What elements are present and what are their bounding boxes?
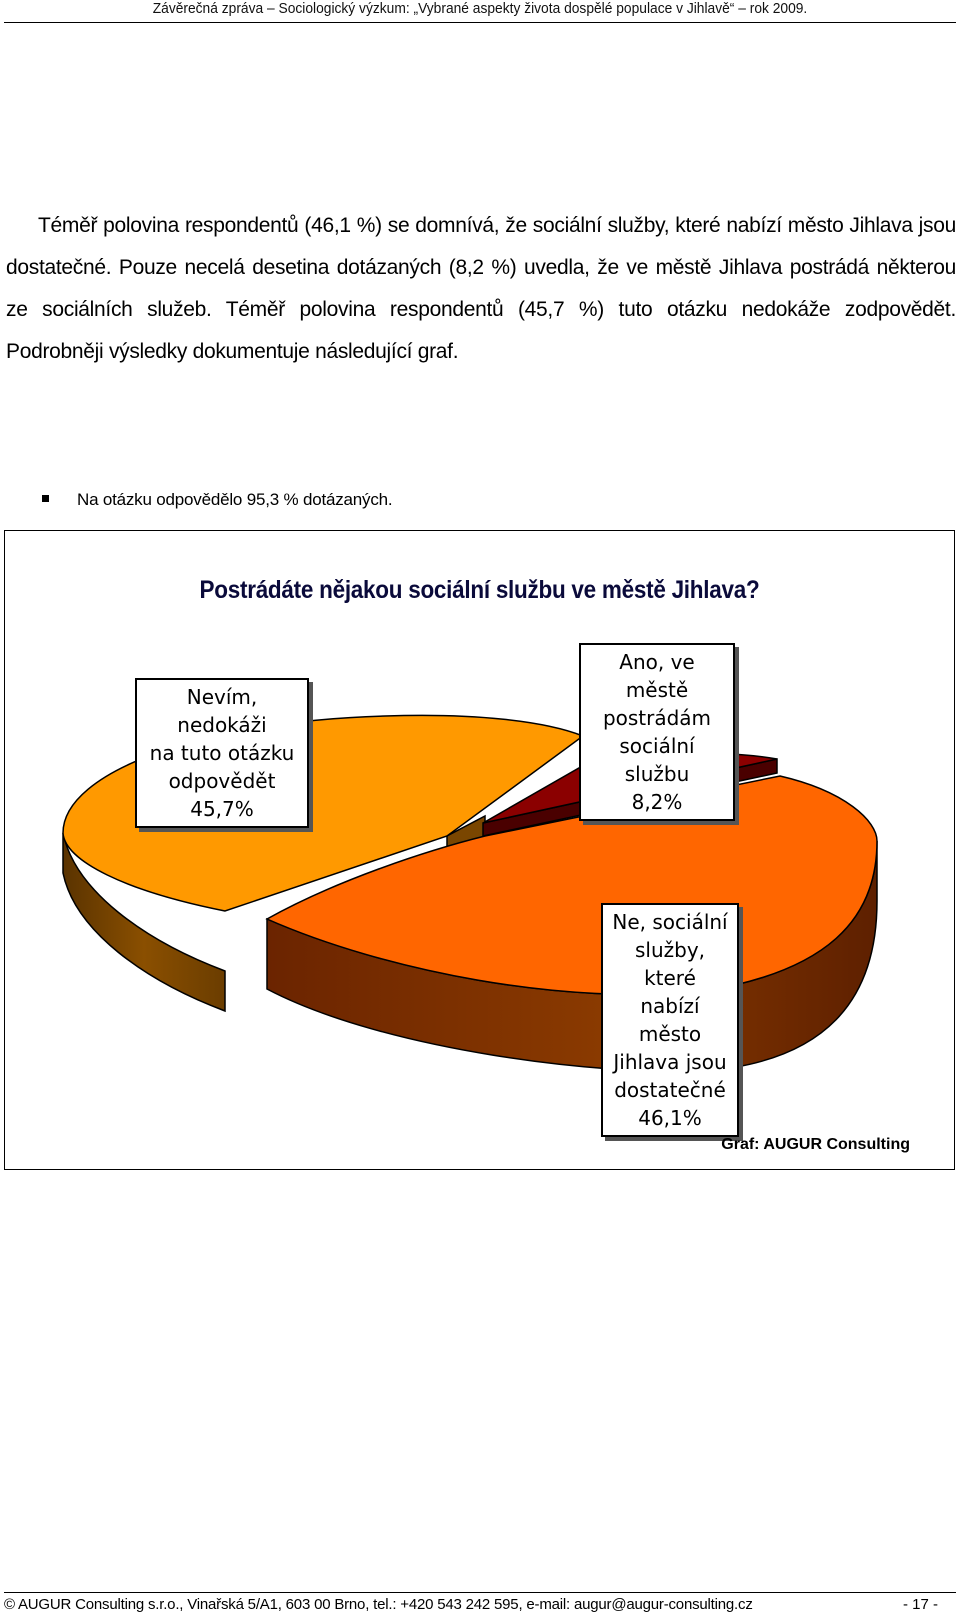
page-number: - 17 - <box>902 1596 938 1613</box>
bullet-text: Na otázku odpovědělo 95,3 % dotázaných. <box>77 490 393 509</box>
chart-frame: Postrádáte nějakou sociální službu ve mě… <box>4 530 955 1170</box>
bullet-item: Na otázku odpovědělo 95,3 % dotázaných. <box>42 490 393 510</box>
label-dont-know: Nevím, nedokáži na tuto otázku odpovědět… <box>135 678 309 828</box>
slice-dont-know-side <box>62 832 226 1013</box>
bullet-square-icon <box>42 495 49 503</box>
label-no: Ne, sociální služby, které nabízí město … <box>601 903 739 1137</box>
chart-credit: Graf: AUGUR Consulting <box>721 1136 910 1153</box>
footer-divider <box>4 1592 956 1593</box>
pie-chart <box>62 714 878 1073</box>
footer-text: © AUGUR Consulting s.r.o., Vinařská 5/A1… <box>4 1596 753 1613</box>
chart-title: Postrádáte nějakou sociální službu ve mě… <box>199 576 760 604</box>
body-paragraph: Téměř polovina respondentů (46,1 %) se d… <box>6 214 956 363</box>
page-header: Závěrečná zpráva – Sociologický výzkum: … <box>152 0 808 17</box>
header-divider <box>4 22 956 23</box>
label-yes: Ano, ve městě postrádám sociální službu … <box>579 643 735 821</box>
